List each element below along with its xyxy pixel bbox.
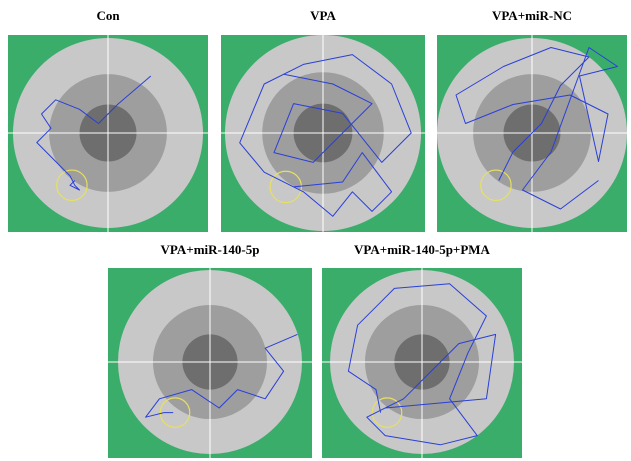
panel-label: VPA <box>310 8 336 23</box>
panel-label: VPA+miR-NC <box>492 8 572 23</box>
panel-label: VPA+miR-140-5p+PMA <box>354 242 490 257</box>
panel-label: VPA+miR-140-5p <box>161 242 260 257</box>
panel-label: Con <box>96 8 120 23</box>
figure: Con VPA VPA+miR-NC VPA+miR-140-5p VPA+mi… <box>0 0 631 461</box>
